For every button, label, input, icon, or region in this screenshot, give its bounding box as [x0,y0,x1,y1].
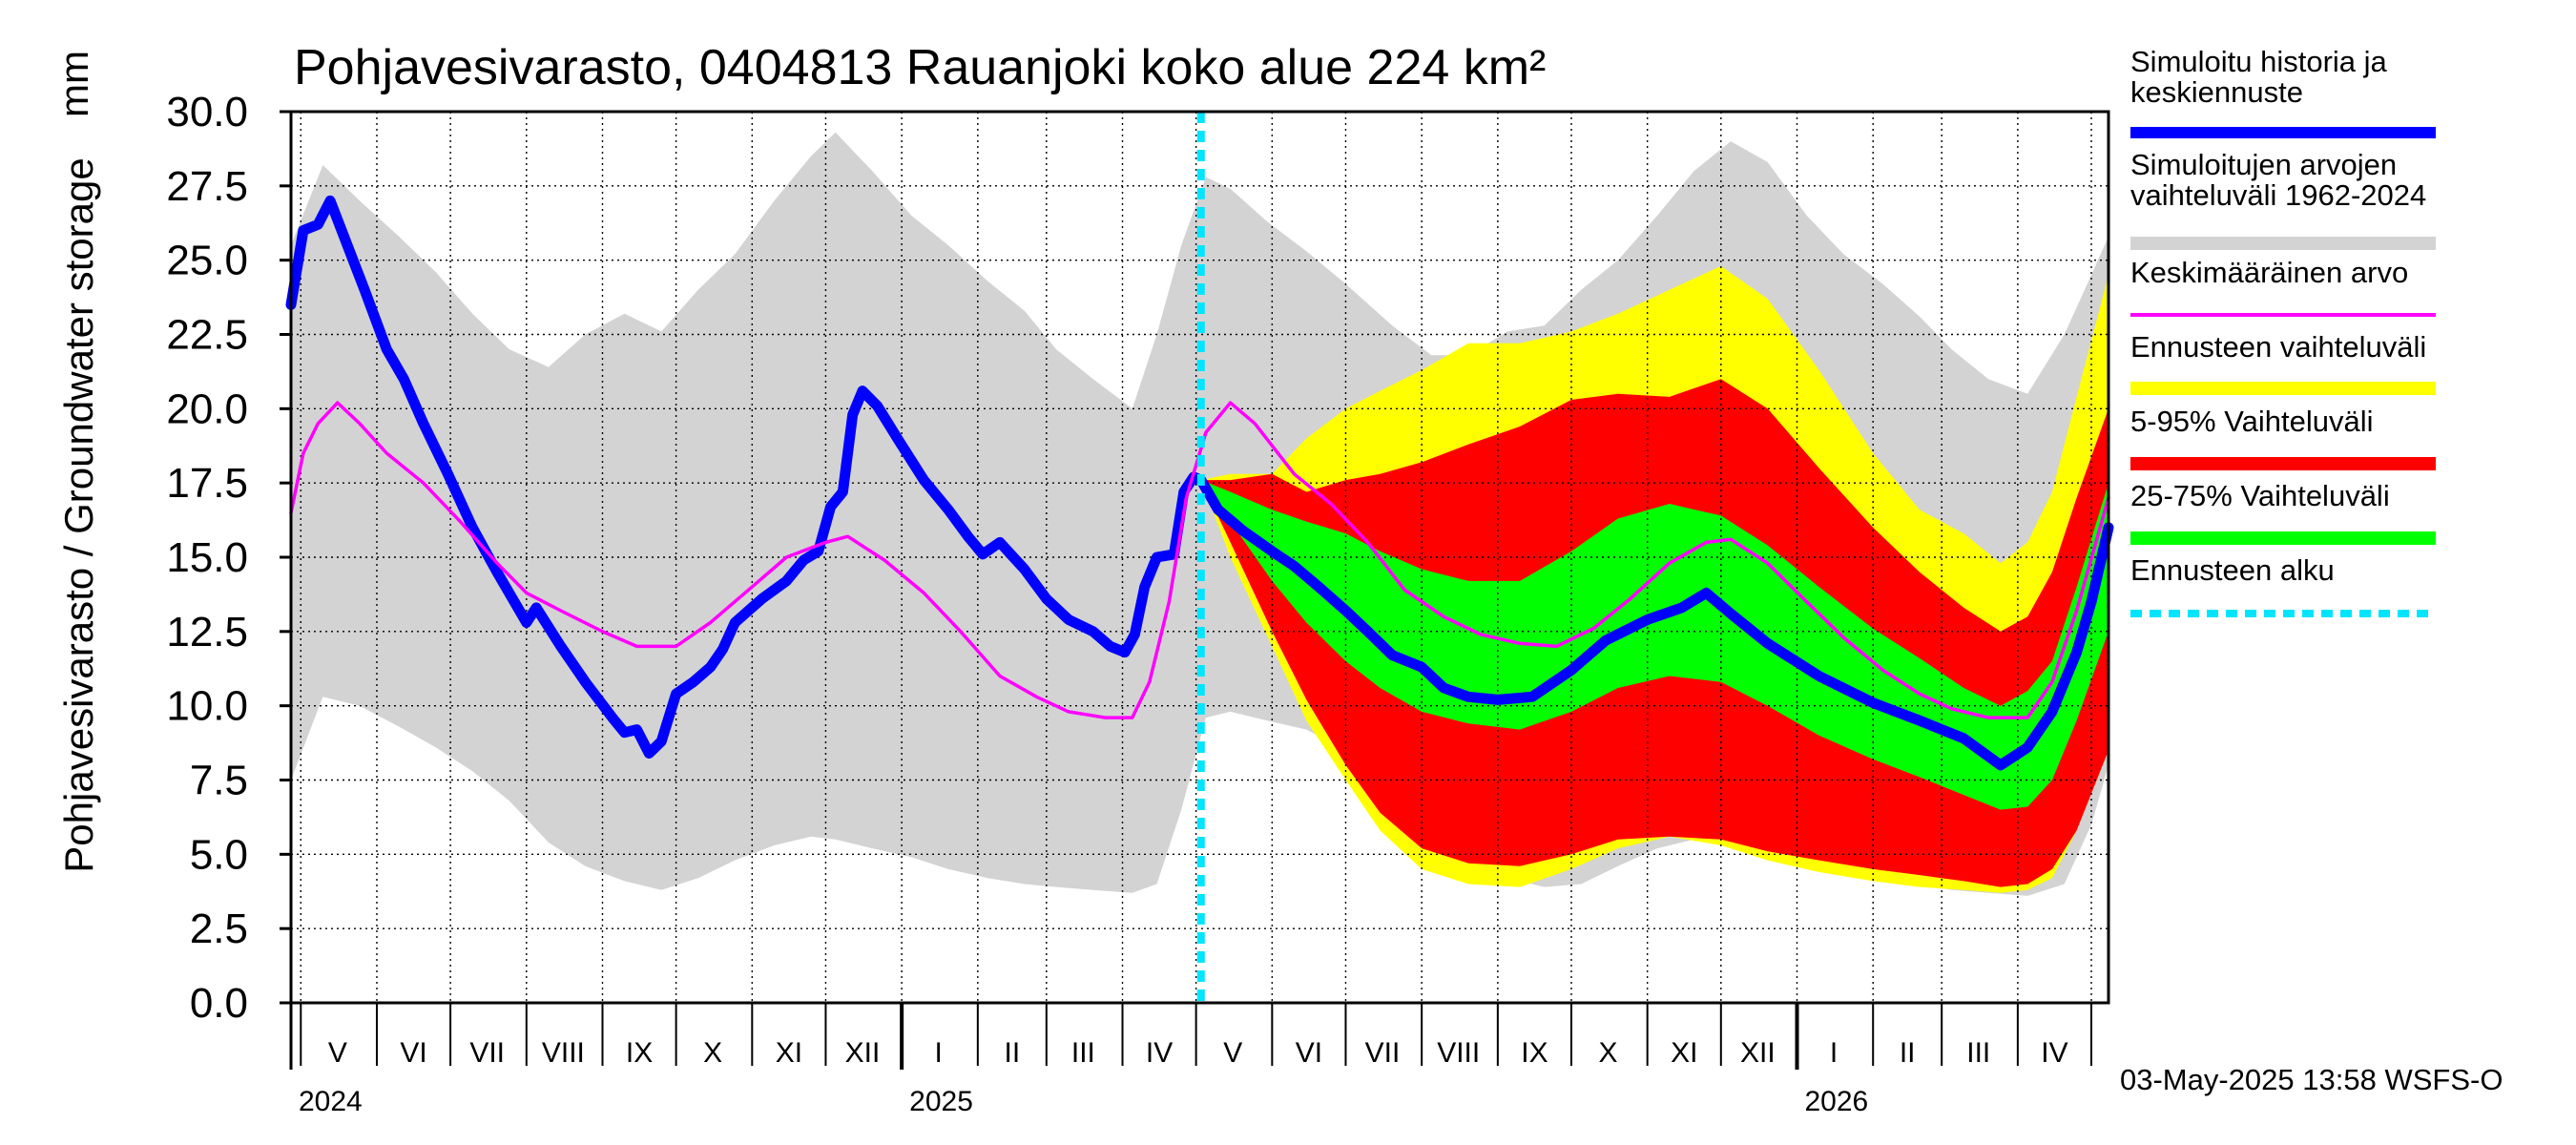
month-label: VII [1365,1037,1401,1069]
legend-label: keskiennuste [2130,75,2303,109]
month-label: VII [469,1037,505,1069]
y-axis-unit: mm [52,51,96,117]
timestamp-label: 03-May-2025 13:58 WSFS-O [2120,1063,2503,1096]
legend-label: Simuloitujen arvojen [2130,148,2397,181]
month-label: III [1071,1037,1095,1069]
axes: 0.0 2.5 5.0 7.5 10.0 12.5 15.0 17.5 20.0 22.5 25.0… [166,89,2110,1117]
month-label: IX [1521,1037,1548,1069]
month-label: VIII [1437,1037,1480,1069]
legend-label: vaihteluväli 1962-2024 [2130,178,2426,212]
month-label: X [1599,1037,1618,1069]
series-line-0 [285,195,2114,771]
month-label: I [1830,1037,1838,1069]
band-3 [1200,480,2109,810]
month-label: IV [2041,1037,2067,1069]
month-label: VI [400,1037,426,1069]
month-label: IV [1146,1037,1173,1069]
month-label: V [328,1037,347,1069]
year-label: 2024 [299,1086,363,1117]
month-label: X [703,1037,722,1069]
legend-label: Keskimääräinen arvo [2130,256,2408,289]
y-axis-label: Pohjavesivarasto / Groundwater storage [56,157,101,872]
month-label: III [1966,1037,1990,1069]
month-label: XII [1740,1037,1776,1069]
month-label: II [1004,1037,1020,1069]
series-line-1 [289,401,2110,719]
month-label: XI [776,1037,802,1069]
month-label: XI [1671,1037,1697,1069]
y-tick-label: 22.5 [166,312,248,359]
month-label: I [935,1037,943,1069]
y-tick-label: 2.5 [190,906,248,952]
month-label: IX [626,1037,653,1069]
year-label: 2026 [1805,1086,1869,1117]
legend-label: Ennusteen alku [2130,553,2335,587]
month-label: VI [1296,1037,1322,1069]
year-label: 2025 [909,1086,973,1117]
legend-label: 25-75% Vaihteluväli [2130,479,2390,512]
y-tick-label: 5.0 [190,831,248,878]
month-label: VIII [542,1037,585,1069]
chart-title: Pohjavesivarasto, 0404813 Rauanjoki koko… [294,40,1546,95]
month-label: II [1900,1037,1916,1069]
series-lines [285,112,2114,1003]
y-tick-label: 10.0 [166,683,248,730]
y-tick-label: 15.0 [166,534,248,581]
month-label: V [1223,1037,1242,1069]
legend-label: Ennusteen vaihteluväli [2130,330,2426,364]
y-tick-label: 30.0 [166,89,248,135]
y-tick-label: 7.5 [190,758,248,804]
y-tick-label: 20.0 [166,385,248,432]
legend-label: 5-95% Vaihteluväli [2130,405,2373,438]
y-tick-label: 17.5 [166,460,248,507]
y-tick-label: 25.0 [166,238,248,284]
legend-label: Simuloitu historia ja [2130,45,2388,78]
y-tick-label: 12.5 [166,609,248,656]
y-tick-label: 0.0 [190,980,248,1027]
y-tick-label: 27.5 [166,163,248,210]
month-label: XII [845,1037,881,1069]
